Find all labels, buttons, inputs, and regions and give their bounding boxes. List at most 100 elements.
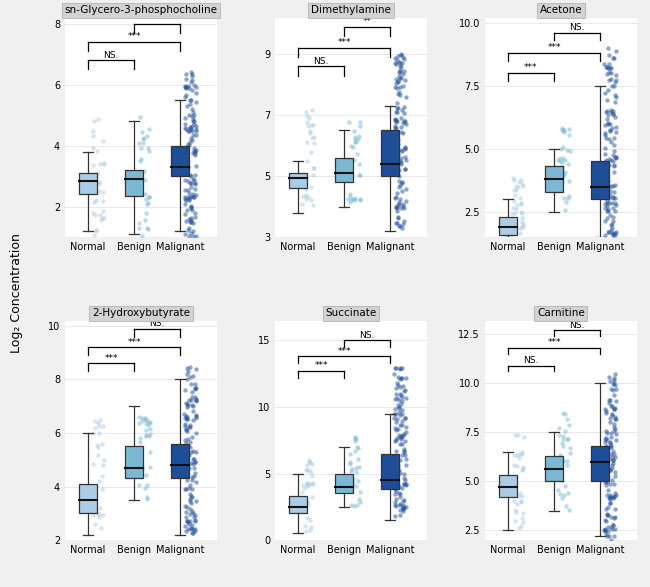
Point [186,201,196,211]
Point [302,465,312,474]
Point [391,165,402,174]
Point [393,90,403,99]
Point [391,78,401,87]
Point [185,443,195,452]
Point [600,526,610,535]
Point [555,154,566,163]
Point [564,448,575,457]
Point [187,492,198,502]
Point [600,88,610,97]
Point [189,512,200,522]
Point [514,228,525,238]
Point [187,392,198,402]
Point [187,191,197,201]
Point [562,146,572,155]
Point [345,460,356,469]
Point [606,492,616,501]
Point [187,69,197,79]
Point [145,463,155,472]
Point [90,519,100,529]
Point [346,467,356,476]
Point [605,494,616,504]
Point [603,485,613,495]
Point [185,422,195,431]
Point [400,475,410,484]
Point [179,461,190,470]
Point [398,429,409,438]
Point [90,423,100,433]
Point [610,413,620,422]
Point [94,429,104,438]
Point [603,527,613,536]
Point [343,195,354,204]
Point [307,460,317,469]
Point [179,484,190,493]
Point [183,140,194,150]
Point [185,95,195,104]
Point [390,436,400,445]
Point [181,149,191,158]
Point [395,181,406,190]
Point [602,181,612,191]
Point [344,197,355,207]
Point [603,63,614,73]
Point [184,484,194,493]
Point [393,177,404,186]
Point [400,164,411,173]
Point [396,153,407,163]
Point [190,379,200,389]
Point [182,426,192,436]
Point [142,420,153,430]
Point [603,44,613,53]
Point [608,531,619,541]
Point [190,171,200,180]
Point [516,497,526,506]
Point [190,517,200,526]
Point [517,464,528,474]
Point [608,404,619,414]
Point [187,71,197,80]
Point [393,68,404,77]
Point [393,76,403,86]
Point [181,411,192,421]
Point [558,456,568,465]
Point [610,46,621,56]
Point [557,123,567,133]
Point [179,185,190,195]
Point [390,404,400,414]
Point [400,143,411,152]
Point [610,384,621,394]
Point [606,123,617,133]
Point [180,210,190,219]
Point [139,133,150,143]
Point [350,193,361,203]
Point [181,415,192,424]
Point [88,505,98,514]
Point [604,75,614,85]
Point [181,426,192,435]
Point [186,491,196,501]
Point [603,228,614,237]
Point [604,190,615,200]
Point [393,461,404,471]
Point [390,116,400,125]
Point [180,143,190,152]
Point [184,450,194,460]
Point [512,461,522,470]
Point [400,454,411,464]
Point [555,453,566,462]
Point [515,176,526,185]
Point [88,143,98,153]
Point [607,198,618,208]
FancyBboxPatch shape [382,454,399,490]
Point [302,461,312,470]
Point [609,53,619,63]
Point [94,510,104,519]
Point [140,430,151,439]
Point [190,126,201,136]
Point [298,484,309,493]
Point [604,531,614,541]
Point [185,123,195,133]
Point [351,463,361,473]
Point [142,200,152,209]
